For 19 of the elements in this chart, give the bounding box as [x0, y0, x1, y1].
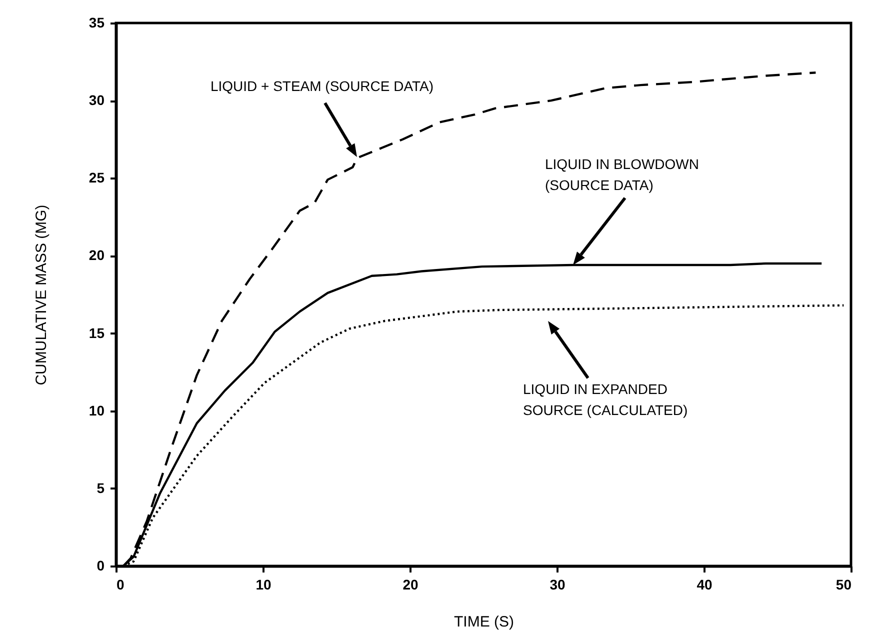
- y-tick-label: 10: [88, 402, 105, 418]
- x-tick-label: 20: [402, 576, 418, 592]
- y-axis-title: CUMULATIVE MASS (MG): [32, 204, 50, 386]
- y-tick-label: 15: [88, 324, 105, 341]
- x-axis-title: TIME (S): [454, 614, 514, 630]
- y-tick-label: 30: [88, 92, 105, 108]
- y-tick-label: 0: [96, 558, 105, 574]
- x-tick-label: 0: [116, 576, 124, 592]
- x-tick-label: 50: [836, 576, 852, 592]
- x-tick-label: 40: [696, 576, 712, 592]
- annotation: LIQUID IN EXPANDED SOURCE (CALCULATED): [523, 381, 688, 418]
- x-tick-label: 10: [256, 576, 272, 592]
- y-tick-label: 5: [96, 480, 105, 496]
- x-tick-label: 30: [550, 576, 566, 592]
- y-tick-label: 25: [88, 170, 105, 186]
- y-tick-label: 35: [88, 14, 105, 30]
- annotation: LIQUID IN BLOWDOWN (SOURCE DATA): [545, 156, 700, 193]
- annotation: LIQUID + STEAM (SOURCE DATA): [210, 78, 434, 94]
- y-tick-label: 20: [88, 247, 105, 264]
